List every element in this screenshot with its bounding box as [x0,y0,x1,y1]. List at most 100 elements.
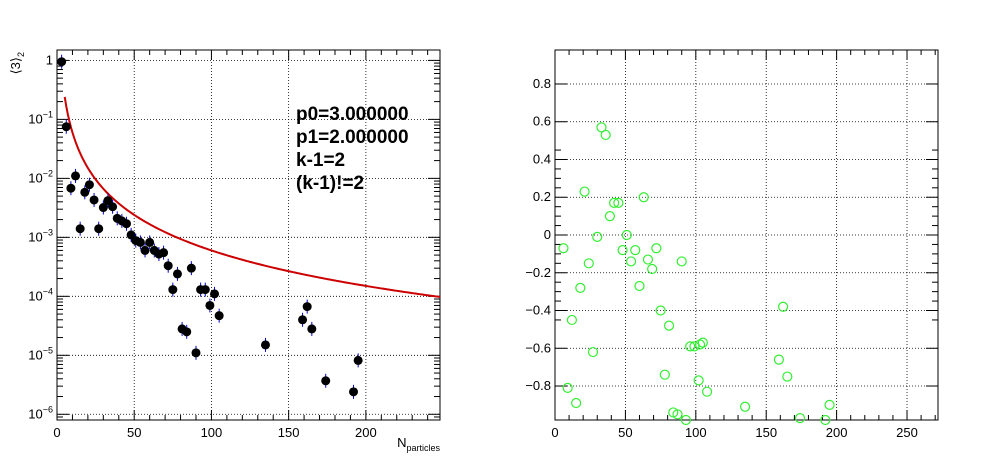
data-point [71,171,81,181]
x-tick-label: 150 [278,425,300,440]
data-point [663,320,675,331]
y-tick-label: 10−4 [28,286,53,303]
data-point [103,196,113,206]
data-point [596,122,607,133]
x-tick-label: 50 [618,425,632,440]
data-point [680,414,692,426]
data-point [121,219,131,229]
data-point [108,202,118,212]
data-point [205,300,215,310]
data-point [89,195,99,205]
data-point [773,354,784,365]
data-point [140,245,150,255]
data-point [135,237,145,247]
data-point [685,341,696,352]
data-point [349,387,359,397]
data-point [694,339,706,350]
data-point [701,386,713,397]
data-point [94,224,104,234]
data-point [57,57,67,67]
data-point [676,256,687,267]
data-point [739,401,751,412]
y-tick-label: 10−5 [28,345,53,362]
fit-annotation: (k-1)!=2 [296,173,364,194]
data-point [562,382,573,394]
data-point [168,285,178,295]
data-point [689,341,700,352]
y-tick-exponent: −3 [43,227,53,237]
data-point [186,263,196,273]
x-tick-label: 0 [53,425,60,440]
data-point [604,211,616,222]
data-point [558,243,569,254]
y-tick-label: 1 [46,52,53,67]
data-point [66,183,76,193]
x-tick-label: 100 [201,425,223,440]
data-point [159,248,169,258]
y-tick-exponent: −5 [43,345,53,355]
y-tick-label: 10−6 [28,404,53,421]
data-point [353,355,363,365]
data-point [634,280,645,292]
data-point [647,263,658,275]
data-point [659,369,670,380]
y-axis-title-subscript: 2 [16,52,26,57]
data-point [571,397,582,409]
x-tick-label: 100 [685,425,707,440]
y-tick-label: 0.4 [533,151,551,166]
y-tick-label: −0.4 [525,303,551,318]
right-panel: 0 50 100 150 200 250 0.8 0.6 0.4 0.2 0 −0.2 −0.4 −0.6… [525,49,939,440]
data-point [697,337,708,348]
data-point [321,376,331,386]
y-tick-label: −0.6 [525,340,551,355]
data-point [638,192,649,203]
y-tick-label: −0.8 [525,378,551,393]
fit-curve [63,96,441,298]
data-point [182,327,192,337]
data-point [298,315,308,325]
y-tick-exponent: −6 [43,404,53,414]
y-tick-exponent: −4 [43,286,53,296]
fit-annotation: p1=2.000000 [296,127,409,148]
data-point [782,371,793,382]
data-point [587,346,599,358]
y-tick-label: 10−3 [28,227,53,244]
data-point [172,269,182,279]
data-point [693,375,704,386]
data-point [191,348,201,358]
y-tick-label: 0.2 [533,189,551,204]
data-point [210,289,220,299]
data-point [260,340,270,350]
data-point [566,314,577,326]
y-axis-title: ⟨3⟩2 [8,52,26,74]
data-point [579,186,590,197]
left-panel: 0 50 100 150 200 1 10−1 10−2 10−3 10−4 10−5 10−6 p0=… [8,49,441,453]
data-point [583,258,594,269]
data-point [794,413,806,424]
data-point [84,180,94,190]
data-point [163,261,173,271]
data-point [214,311,224,321]
fit-annotation: k-1=2 [296,150,345,171]
data-point [672,409,683,420]
data-point [98,203,108,213]
data-point [592,231,603,242]
data-point [613,197,624,209]
data-point [600,129,611,141]
data-point [61,122,71,132]
x-axis-title: Nparticles [397,435,440,453]
plot-frame [56,49,441,421]
data-point [575,282,586,293]
y-tick-label: 10−2 [28,168,53,185]
data-point [824,399,835,410]
data-point [655,305,666,316]
data-point [820,414,831,426]
y-tick-exponent: −1 [43,109,53,119]
y-tick-label: 0.6 [533,114,551,129]
x-axis-title-subscript: particles [406,443,440,453]
data-point [642,254,654,265]
x-tick-label: 50 [127,425,141,440]
y-tick-exponent: −2 [43,168,53,178]
data-point [302,302,312,312]
